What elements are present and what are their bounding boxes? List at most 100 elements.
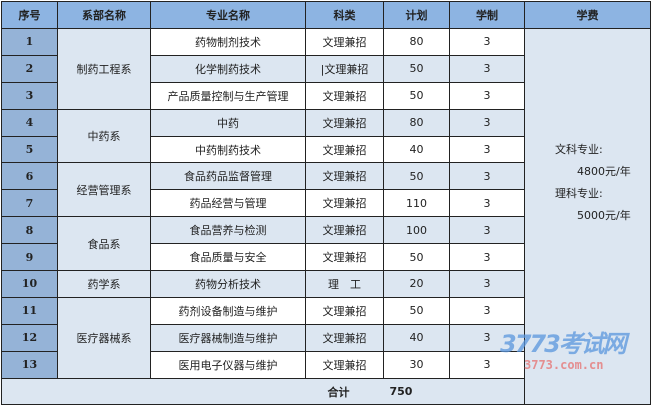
years-cell: 3 (449, 296, 525, 325)
seq-cell: 12 (1, 323, 58, 352)
header-fee: 学费 (524, 1, 651, 29)
fee-cell: 文科专业: 4800元/年理科专业: 5000元/年 (524, 27, 651, 406)
plan-cell: 40 (383, 323, 450, 352)
table-row: 11 医疗器械系 药剂设备制造与维护 文理兼招 50 3 (1, 296, 651, 379)
type-cell: |文理兼招 (305, 54, 384, 83)
major-cell: 食品药品监督管理 (150, 162, 306, 191)
type-cell: 文理兼招 (305, 189, 384, 218)
plan-cell: 80 (383, 28, 450, 56)
table-row: 6 经营管理系 食品药品监督管理 文理兼招 50 3 (1, 162, 651, 218)
science-label: 理科专业: (555, 187, 603, 200)
plan-cell: 20 (383, 270, 450, 298)
department-cell: 中药系 (57, 108, 151, 164)
seq-cell: 5 (1, 135, 58, 164)
table-row: 10 药学系 药物分析技术理 工 20 3 (1, 270, 651, 298)
plan-cell: 100 (383, 216, 450, 245)
major-cell: 医疗器械制造与维护 (150, 323, 306, 352)
plan-cell: 50 (383, 81, 450, 110)
major-cell: 药剂设备制造与维护 (150, 296, 306, 325)
seq-cell: 13 (1, 350, 58, 379)
major-cell: 药物制剂技术 (150, 28, 306, 56)
seq-cell: 11 (1, 296, 58, 325)
total-label: 合计 (1, 377, 384, 406)
plan-cell: 110 (383, 189, 450, 218)
years-cell: 3 (449, 350, 525, 379)
years-cell: 3 (449, 81, 525, 110)
years-cell: 3 (449, 189, 525, 218)
arts-fee: 4800元/年 (577, 165, 631, 178)
major-cell: 中药 (150, 108, 306, 137)
seq-cell: 8 (1, 216, 58, 245)
table-row: 9 食品质量与安全 文理兼招 50 3 (1, 243, 651, 272)
type-cell: 文理兼招 (305, 296, 384, 325)
header-seq: 序号 (1, 1, 58, 29)
plan-cell: 50 (383, 162, 450, 191)
seq-cell: 7 (1, 189, 58, 218)
years-cell: 3 (449, 28, 525, 56)
table-row: 1 制药工程系 药物制剂技术 文理兼招 80 3 文科专业: 4800元/年 理科专业: 5000… (1, 27, 651, 406)
header-years: 学制 (449, 1, 525, 29)
type-cell: 文理兼招 (305, 323, 384, 352)
major-cell: 药品经营与管理 (150, 189, 306, 218)
type-cell: 文理兼招 (305, 350, 384, 379)
type-cell: 文理兼招 (305, 216, 384, 245)
header-type: 科类 (305, 1, 384, 29)
department-cell: 医疗器械系 (57, 296, 151, 379)
major-cell: 食品营养与检测 (150, 216, 306, 245)
header-department: 系部名称 (57, 1, 151, 29)
plan-cell: 50 (383, 54, 450, 83)
years-cell: 3 (449, 135, 525, 164)
department-cell: 制药工程系 (57, 28, 151, 110)
years-cell: 3 (449, 108, 525, 137)
seq-cell: 3 (1, 81, 58, 110)
department-cell: 经营管理系 (57, 162, 151, 218)
seq-cell: 6 (1, 162, 58, 191)
seq-cell: 1 (1, 28, 58, 56)
table-row: 13 医用电子仪器与维护 文理兼招 30 3 (1, 350, 651, 379)
major-cell: 产品质量控制与生产管理 (150, 81, 306, 110)
major-cell: 药物分析技术 (150, 270, 306, 298)
years-cell: 3 (449, 54, 525, 83)
major-cell: 食品质量与安全 (150, 243, 306, 272)
major-cell: 医用电子仪器与维护 (150, 350, 306, 379)
plan-cell: 50 (383, 296, 450, 325)
header-plan: 计划 (383, 1, 450, 29)
plan-cell: 30 (383, 350, 450, 379)
type-cell: 文理兼招 (305, 162, 384, 191)
seq-cell: 9 (1, 243, 58, 272)
seq-cell: 2 (1, 54, 58, 83)
header-major: 专业名称 (150, 1, 306, 29)
major-cell: 化学制药技术 (150, 54, 306, 83)
type-cell: 文理兼招 (305, 108, 384, 137)
total-plan: 750 (383, 377, 450, 406)
total-row: 合计 750 (1, 377, 651, 406)
years-cell: 3 (449, 323, 525, 352)
type-cell: 文理兼招 (305, 243, 384, 272)
major-cell: 中药制药技术 (150, 135, 306, 164)
plan-cell: 40 (383, 135, 450, 164)
plan-cell: 50 (383, 243, 450, 272)
seq-cell: 10 (1, 270, 58, 298)
table-row: 5 中药制药技术 文理兼招 40 3 (1, 135, 651, 164)
years-cell: 3 (449, 243, 525, 272)
arts-label: 文科专业: (555, 143, 603, 156)
type-cell: 理 工 (305, 270, 384, 298)
table-row: 7 药品经营与管理 文理兼招 110 3 (1, 189, 651, 218)
table-row: 3 产品质量控制与生产管理 文理兼招 50 3 (1, 81, 651, 110)
table-row: 2 化学制药技术 |文理兼招 50 3 (1, 54, 651, 83)
type-cell: 文理兼招 (305, 81, 384, 110)
science-fee: 5000元/年 (577, 209, 631, 222)
header-row: 序号 系部名称 专业名称 科类 计划 学制 学费 (1, 1, 651, 29)
years-cell: 3 (449, 216, 525, 245)
table-row: 12 医疗器械制造与维护 文理兼招 40 3 (1, 323, 651, 352)
seq-cell: 4 (1, 108, 58, 137)
department-cell: 食品系 (57, 216, 151, 272)
years-cell: 3 (449, 162, 525, 191)
plan-cell: 80 (383, 108, 450, 137)
years-cell: 3 (449, 270, 525, 298)
type-cell: 文理兼招 (305, 28, 384, 56)
type-cell: 文理兼招 (305, 135, 384, 164)
department-cell: 药学系 (57, 270, 151, 298)
